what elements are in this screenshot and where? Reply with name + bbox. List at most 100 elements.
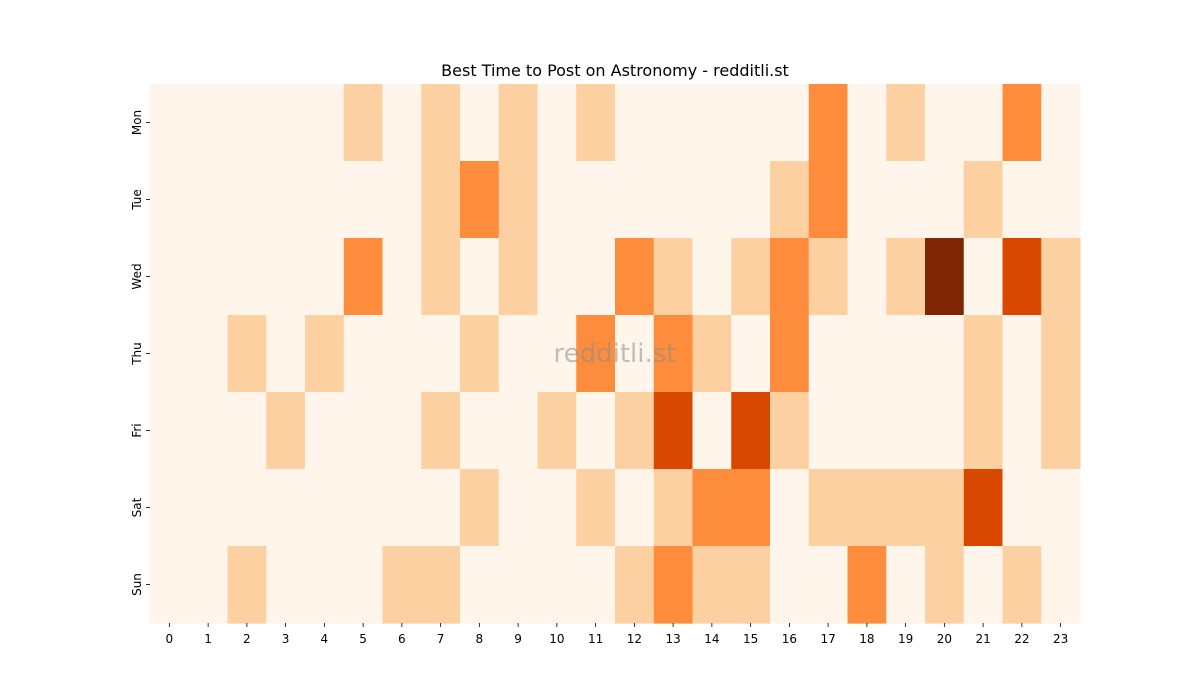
heatmap-cell-sat-7 (421, 469, 461, 547)
heatmap-cell-sun-14 (692, 546, 732, 624)
heatmap-cell-sun-11 (576, 546, 616, 624)
heatmap-cell-wed-6 (382, 238, 422, 316)
heatmap-cell-mon-13 (653, 84, 694, 162)
y-tick-label: Wed (130, 263, 144, 289)
heatmap-cell-tue-8 (460, 161, 500, 239)
heatmap-cell-fri-3 (266, 392, 306, 470)
x-tick-label: 16 (782, 632, 797, 646)
heatmap-cell-wed-0 (150, 238, 190, 316)
heatmap-cell-sat-9 (498, 469, 539, 547)
heatmap-cell-sun-9 (498, 546, 539, 624)
x-tick-label: 6 (398, 632, 406, 646)
heatmap-cell-thu-18 (847, 315, 887, 393)
heatmap-cell-mon-5 (343, 84, 384, 162)
heatmap-cell-thu-19 (886, 315, 926, 393)
heatmap-cell-mon-16 (770, 84, 810, 162)
heatmap-cell-mon-14 (692, 84, 732, 162)
heatmap-cell-tue-0 (150, 161, 190, 239)
heatmap-cell-sat-5 (343, 469, 384, 547)
heatmap-cell-sun-8 (460, 546, 500, 624)
heatmap-cell-fri-22 (1002, 392, 1042, 470)
chart-title: Best Time to Post on Astronomy - redditl… (441, 61, 789, 80)
heatmap-cell-sun-2 (227, 546, 267, 624)
heatmap-cell-tue-23 (1041, 161, 1081, 239)
heatmap-cell-wed-15 (731, 238, 771, 316)
x-tick-label: 11 (588, 632, 603, 646)
heatmap-cell-sat-16 (770, 469, 810, 547)
heatmap-cell-thu-1 (188, 315, 229, 393)
heatmap-cell-sat-21 (963, 469, 1004, 547)
heatmap-cell-fri-12 (615, 392, 655, 470)
heatmap-cell-thu-20 (925, 315, 965, 393)
heatmap-cell-sun-17 (808, 546, 849, 624)
heatmap-cell-sat-4 (305, 469, 345, 547)
x-tick-label: 9 (514, 632, 522, 646)
heatmap-cell-thu-23 (1041, 315, 1081, 393)
heatmap-cell-sat-3 (266, 469, 306, 547)
heatmap-cell-wed-4 (305, 238, 345, 316)
heatmap-cell-thu-15 (731, 315, 771, 393)
heatmap-cell-mon-21 (963, 84, 1004, 162)
heatmap-cell-thu-10 (537, 315, 577, 393)
x-tick-label: 2 (243, 632, 251, 646)
x-tick-label: 19 (898, 632, 913, 646)
heatmap-cell-tue-19 (886, 161, 926, 239)
heatmap-cell-mon-4 (305, 84, 345, 162)
heatmap-cell-tue-9 (498, 161, 539, 239)
heatmap-cell-sun-19 (886, 546, 926, 624)
heatmap-cell-thu-5 (343, 315, 384, 393)
heatmap-cell-mon-12 (615, 84, 655, 162)
heatmap-cell-mon-9 (498, 84, 539, 162)
heatmap-cell-mon-0 (150, 84, 190, 162)
heatmap-cell-wed-7 (421, 238, 461, 316)
y-tick-label: Tue (130, 189, 144, 211)
x-tick-label: 8 (476, 632, 484, 646)
heatmap-cell-sat-14 (692, 469, 732, 547)
heatmap-cell-mon-8 (460, 84, 500, 162)
heatmap-cell-mon-19 (886, 84, 926, 162)
heatmap-cell-fri-2 (227, 392, 267, 470)
heatmap-cell-thu-9 (498, 315, 539, 393)
heatmap-cell-tue-22 (1002, 161, 1042, 239)
heatmap-cell-mon-20 (925, 84, 965, 162)
heatmap-cell-sun-18 (847, 546, 887, 624)
heatmap-cell-sat-0 (150, 469, 190, 547)
heatmap-cell-fri-5 (343, 392, 384, 470)
heatmap-cell-sat-19 (886, 469, 926, 547)
heatmap-cell-wed-9 (498, 238, 539, 316)
heatmap-cell-tue-13 (653, 161, 694, 239)
heatmap-cell-fri-11 (576, 392, 616, 470)
x-tick-label: 15 (743, 632, 758, 646)
heatmap-cell-sun-3 (266, 546, 306, 624)
heatmap-cell-sun-1 (188, 546, 229, 624)
heatmap-cell-wed-12 (615, 238, 655, 316)
heatmap-cell-mon-23 (1041, 84, 1081, 162)
heatmap-cell-tue-1 (188, 161, 229, 239)
heatmap-cell-fri-9 (498, 392, 539, 470)
heatmap-cell-fri-19 (886, 392, 926, 470)
heatmap-cell-sat-13 (653, 469, 694, 547)
heatmap-cell-sun-6 (382, 546, 422, 624)
heatmap-cell-wed-23 (1041, 238, 1081, 316)
heatmap-cell-fri-23 (1041, 392, 1081, 470)
heatmap-cell-mon-3 (266, 84, 306, 162)
heatmap-cell-sun-10 (537, 546, 577, 624)
heatmap-cell-sun-0 (150, 546, 190, 624)
heatmap-cell-sat-18 (847, 469, 887, 547)
x-tick-label: 13 (665, 632, 680, 646)
x-tick-label: 20 (937, 632, 952, 646)
heatmap-cell-sat-10 (537, 469, 577, 547)
heatmap-cell-mon-11 (576, 84, 616, 162)
heatmap-cell-tue-14 (692, 161, 732, 239)
y-tick-label: Fri (130, 423, 144, 437)
heatmap-cell-sun-12 (615, 546, 655, 624)
heatmap-cell-fri-17 (808, 392, 849, 470)
heatmap-cell-tue-3 (266, 161, 306, 239)
heatmap-cell-fri-13 (653, 392, 694, 470)
heatmap-cell-mon-22 (1002, 84, 1042, 162)
heatmap-cell-sun-5 (343, 546, 384, 624)
heatmap-cell-fri-21 (963, 392, 1004, 470)
heatmap-cell-mon-15 (731, 84, 771, 162)
heatmap-cell-sat-11 (576, 469, 616, 547)
